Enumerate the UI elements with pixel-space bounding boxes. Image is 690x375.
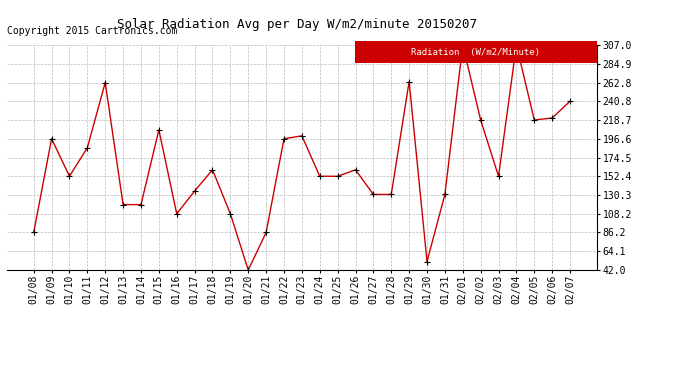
- Text: Copyright 2015 Cartronics.com: Copyright 2015 Cartronics.com: [7, 26, 177, 36]
- Text: Solar Radiation Avg per Day W/m2/minute 20150207: Solar Radiation Avg per Day W/m2/minute …: [117, 18, 477, 31]
